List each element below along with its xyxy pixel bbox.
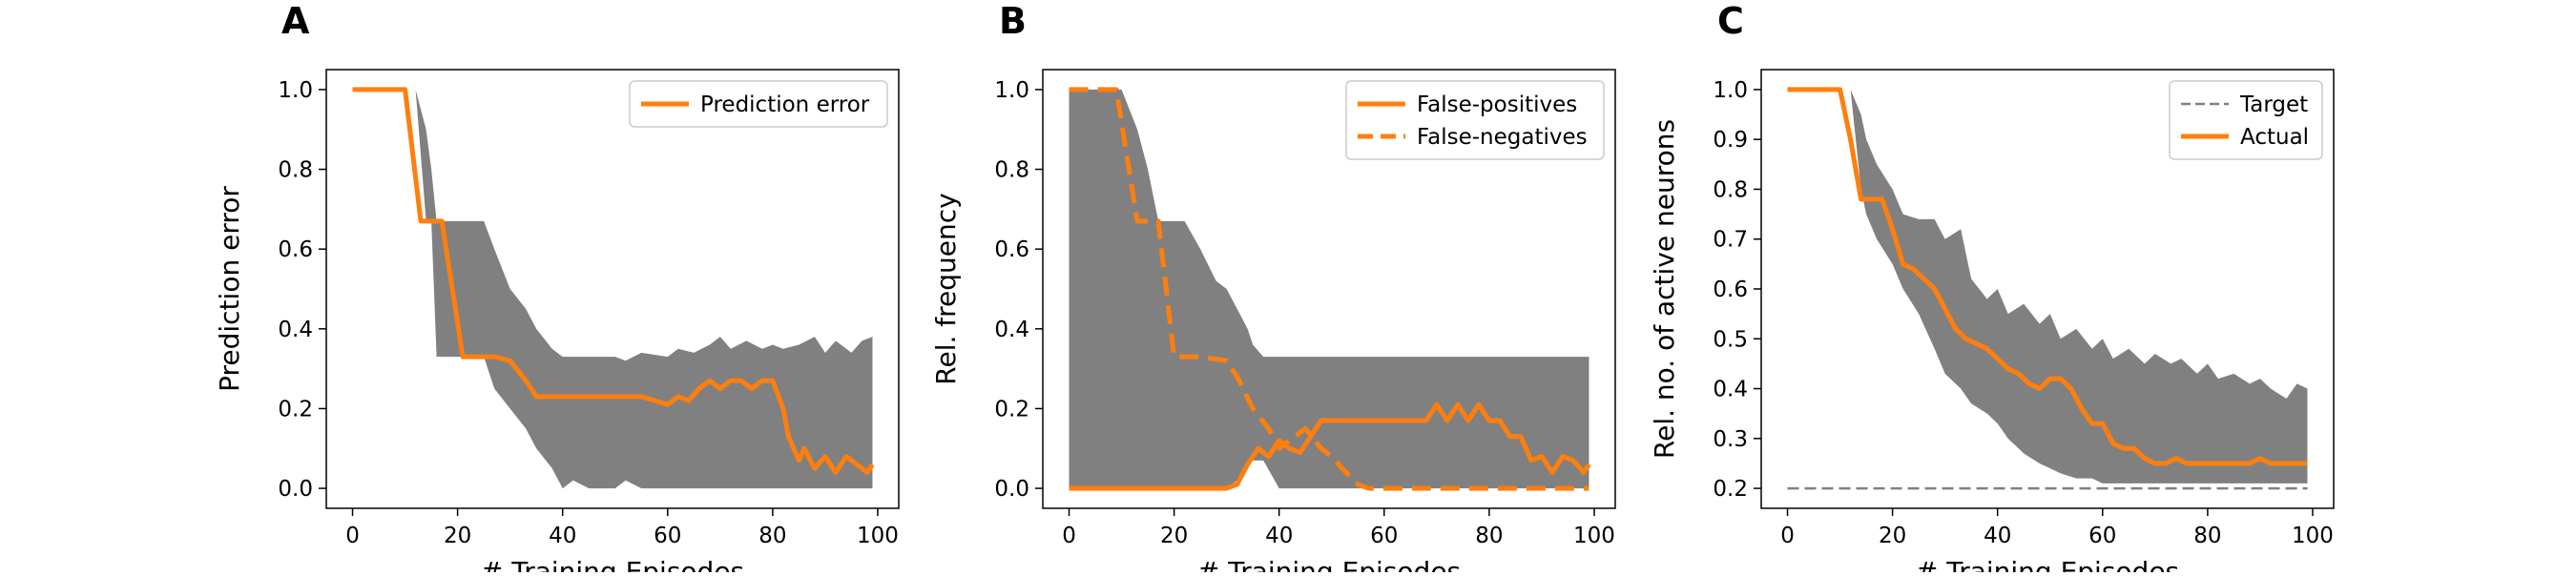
- axes-frame: [325, 69, 900, 509]
- legend: Target Actual: [2169, 80, 2323, 160]
- x-axis-label: # Training Episodes: [481, 556, 744, 572]
- legend: Prediction error: [629, 80, 888, 128]
- panel-c: 0 20 40 60 80 100 0.2 0.3 0.4 0.5 0.6 0.7 0.8 0.9 1.0 #…: [1649, 0, 2335, 576]
- panel-letter: A: [281, 0, 310, 42]
- confidence-band: [352, 89, 873, 489]
- plot-area: [352, 87, 875, 489]
- x-tick-label: 100: [2292, 524, 2334, 548]
- y-tick-label: 0.2: [994, 397, 1029, 422]
- legend-label: False-positives: [1417, 93, 1577, 117]
- legend: False-positives False-negatives: [1345, 80, 1605, 160]
- x-tick-label: 20: [1160, 524, 1188, 548]
- y-tick-label: 0.4: [1713, 378, 1748, 402]
- y-tick-label: 0.8: [1713, 177, 1748, 202]
- x-tick-label: 0: [345, 524, 360, 548]
- plot-area: [1069, 87, 1591, 491]
- legend-label: Actual: [2240, 125, 2309, 150]
- x-tick-label: 40: [549, 524, 576, 548]
- plot-area: [1787, 87, 2308, 490]
- y-tick-label: 0.6: [994, 237, 1029, 262]
- panel-letter: C: [1717, 0, 1744, 42]
- x-tick-label: 20: [1879, 524, 1906, 548]
- panel-letter: B: [999, 0, 1027, 42]
- x-tick-label: 60: [654, 524, 681, 548]
- axes-frame: [1042, 69, 1616, 509]
- y-tick-label: 0.2: [278, 397, 313, 422]
- legend-box: [1345, 80, 1605, 160]
- x-axis-label: # Training Episodes: [1916, 556, 2179, 572]
- confidence-band: [1787, 89, 2308, 483]
- y-tick-label: 0.4: [278, 318, 313, 342]
- y-tick-label: 0.9: [1713, 128, 1748, 153]
- series-line-false-negatives: [1069, 87, 1589, 491]
- x-tick-label: 60: [1370, 524, 1398, 548]
- legend-label: False-negatives: [1417, 125, 1588, 150]
- y-tick-label: 0.2: [1713, 477, 1748, 502]
- y-tick-label: 0.5: [1713, 327, 1748, 352]
- y-tick-label: 0.0: [994, 477, 1029, 502]
- legend-box: [629, 80, 888, 128]
- legend-box: [2169, 80, 2323, 160]
- y-tick-label: 0.0: [278, 477, 313, 502]
- x-tick-label: 60: [2088, 524, 2116, 548]
- panel-b: 0 20 40 60 80 100 0.0 0.2 0.4 0.6 0.8 1.0 # Training…: [930, 0, 1616, 576]
- confidence-band: [1069, 89, 1589, 489]
- x-tick-label: 80: [758, 524, 786, 548]
- y-tick-label: 0.8: [278, 158, 313, 183]
- x-tick-label: 100: [857, 524, 899, 548]
- series-line-false-positives: [1069, 401, 1591, 491]
- x-tick-label: 0: [1780, 524, 1795, 548]
- y-tick-label: 1.0: [278, 78, 313, 103]
- legend-label: Prediction error: [700, 93, 870, 117]
- x-tick-label: 40: [1984, 524, 2011, 548]
- legend-label: Target: [2239, 93, 2308, 117]
- x-tick-label: 100: [1573, 524, 1615, 548]
- y-tick-label: 0.4: [994, 318, 1029, 342]
- x-tick-label: 20: [444, 524, 471, 548]
- y-tick-label: 1.0: [994, 78, 1029, 103]
- y-tick-label: 0.7: [1713, 228, 1748, 253]
- panel-a: 0 20 40 60 80 100 0.0 0.2 0.4 0.6 0.8 1.0 # Training…: [214, 0, 900, 576]
- y-axis-label: Prediction error: [214, 186, 245, 392]
- series-line-prediction-error: [352, 87, 875, 475]
- y-tick-label: 0.3: [1713, 427, 1748, 452]
- x-tick-label: 80: [1475, 524, 1503, 548]
- series-line-actual: [1787, 87, 2308, 466]
- x-tick-label: 40: [1265, 524, 1293, 548]
- y-tick-label: 0.6: [278, 237, 313, 262]
- y-tick-label: 0.6: [1713, 278, 1748, 302]
- y-tick-label: 1.0: [1713, 78, 1748, 103]
- x-tick-label: 0: [1062, 524, 1076, 548]
- y-axis-label: Rel. frequency: [930, 193, 962, 384]
- y-tick-label: 0.8: [994, 158, 1029, 183]
- y-axis-label: Rel. no. of active neurons: [1649, 119, 1680, 459]
- x-tick-label: 80: [2193, 524, 2221, 548]
- x-axis-label: # Training Episodes: [1197, 556, 1461, 572]
